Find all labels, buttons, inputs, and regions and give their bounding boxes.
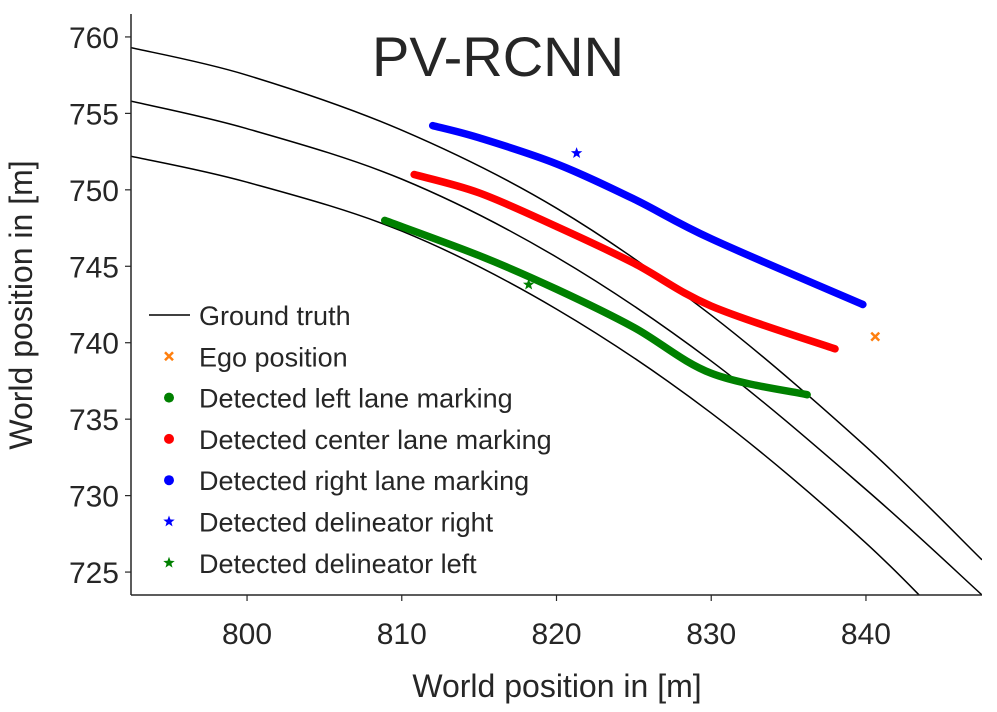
x-tick-label: 820 (531, 618, 581, 651)
legend-label-detected-delineator-left: Detected delineator left (199, 549, 477, 579)
detected-left-lane-marking-curve (381, 216, 811, 399)
legend-swatch-ego-position (164, 351, 174, 362)
x-tick-label: 840 (841, 618, 891, 651)
ground-truth-line-1 (131, 46, 982, 561)
plot-area (131, 46, 982, 595)
legend-item-detected-center-lane-marking: Detected center lane marking (164, 425, 552, 455)
legend-label-detected-left-lane-marking: Detected left lane marking (199, 384, 513, 414)
legend: Ground truth Ego position Detected left la… (149, 301, 552, 579)
y-tick-label: 745 (69, 251, 119, 284)
chart-title: PV-RCNN (372, 25, 624, 88)
legend-swatch-detected-right-lane-marking (164, 475, 174, 486)
y-tick-label: 750 (69, 175, 119, 208)
y-tick-label: 760 (69, 22, 119, 55)
x-axis-label: World position in [m] (412, 668, 701, 704)
ground-truth-line-3 (131, 155, 921, 595)
y-tick-label: 755 (69, 98, 119, 131)
x-tick-label: 800 (222, 618, 272, 651)
legend-swatch-detected-delineator-left (163, 556, 175, 568)
detected-right-lane-marking-curve (428, 121, 867, 309)
legend-label-ground-truth: Ground truth (199, 301, 351, 331)
legend-item-detected-left-lane-marking: Detected left lane marking (164, 384, 513, 414)
detected-delineator-left-marker (522, 278, 535, 290)
axes: 800 810 820 830 840 725 730 735 740 745 750 755 760 (69, 14, 982, 651)
legend-label-detected-delineator-right: Detected delineator right (199, 508, 494, 538)
detected-delineator-right-marker (570, 147, 583, 158)
legend-item-detected-delineator-left: Detected delineator left (163, 549, 477, 579)
y-tick-label: 725 (69, 557, 119, 590)
ground-truth-line-2 (131, 100, 982, 595)
legend-label-ego-position: Ego position (199, 342, 348, 372)
legend-swatch-detected-left-lane-marking (164, 392, 174, 403)
legend-swatch-detected-center-lane-marking (164, 433, 174, 444)
y-tick-label: 735 (69, 404, 119, 437)
y-tick-label: 730 (69, 481, 119, 514)
y-tick-label: 740 (69, 328, 119, 361)
ego-position-marker (870, 331, 881, 342)
legend-item-ego-position: Ego position (164, 342, 348, 372)
x-tick-label: 810 (377, 618, 427, 651)
legend-item-ground-truth: Ground truth (149, 301, 351, 331)
legend-item-detected-delineator-right: Detected delineator right (163, 508, 494, 538)
legend-label-detected-right-lane-marking: Detected right lane marking (199, 466, 529, 496)
y-axis-label: World position in [m] (3, 160, 39, 449)
legend-swatch-detected-delineator-right (163, 515, 175, 527)
legend-item-detected-right-lane-marking: Detected right lane marking (164, 466, 529, 496)
legend-label-detected-center-lane-marking: Detected center lane marking (199, 425, 552, 455)
detected-center-lane-marking-curve (410, 170, 839, 353)
x-tick-label: 830 (686, 618, 736, 651)
